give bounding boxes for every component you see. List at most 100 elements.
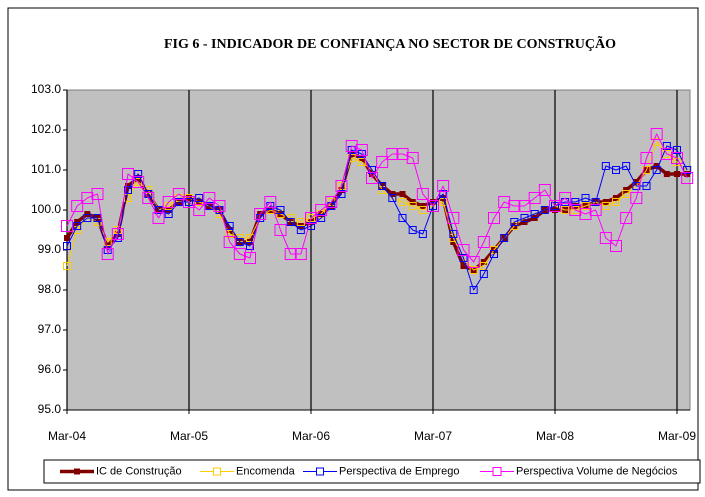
point-marker (111, 228, 124, 240)
point-marker (162, 196, 175, 208)
point-marker (510, 218, 519, 226)
point-marker (398, 198, 407, 206)
point-marker (164, 210, 173, 218)
point-marker (152, 212, 165, 224)
legend-label: Perspectiva Volume de Negócios (516, 465, 678, 477)
point-marker (561, 206, 570, 214)
point-marker (530, 210, 539, 218)
point-marker (134, 178, 143, 186)
point-marker (549, 200, 561, 212)
point-marker (307, 214, 315, 222)
point-marker (396, 148, 409, 160)
point-marker (662, 142, 671, 150)
point-marker (559, 192, 572, 204)
point-marker (601, 202, 610, 210)
point-marker (642, 182, 651, 190)
point-marker (398, 214, 407, 222)
y-tick-label: 95.0 (38, 402, 62, 416)
point-marker (671, 152, 683, 164)
plot-area (66, 89, 691, 411)
point-marker (368, 166, 376, 174)
point-marker (337, 182, 346, 190)
legend-marker (74, 468, 80, 475)
point-marker (142, 192, 155, 204)
point-marker (620, 212, 633, 224)
point-marker (581, 194, 590, 202)
point-marker (663, 171, 670, 177)
point-marker (122, 168, 134, 180)
legend-label: IC de Construção (96, 465, 182, 477)
point-marker (345, 140, 358, 152)
point-marker (73, 222, 82, 230)
point-marker (612, 166, 620, 174)
point-marker (81, 192, 94, 204)
series-line (66, 133, 688, 263)
point-marker (457, 244, 470, 256)
point-marker (203, 192, 216, 204)
point-marker (569, 204, 582, 216)
point-marker (254, 208, 267, 220)
point-marker (103, 238, 112, 246)
point-marker (447, 212, 460, 224)
point-marker (599, 232, 612, 244)
point-marker (674, 171, 680, 177)
point-marker (508, 200, 521, 212)
point-marker (540, 206, 549, 214)
point-marker (673, 146, 681, 154)
point-marker (622, 162, 631, 170)
point-marker (213, 200, 226, 212)
point-marker (101, 248, 114, 260)
legend-label: Perspectiva de Emprego (339, 465, 459, 477)
point-marker (418, 230, 427, 238)
x-tick-label: Mar-07 (414, 429, 452, 443)
point-marker (449, 230, 458, 238)
point-marker (538, 184, 551, 196)
point-marker (294, 248, 307, 260)
point-marker (61, 220, 73, 232)
y-tick-label: 102.0 (31, 122, 61, 136)
point-marker (488, 212, 500, 224)
point-marker (581, 202, 590, 210)
x-tick-label: Mar-08 (536, 429, 574, 443)
point-marker (437, 180, 450, 192)
legend-label: Encomenda (236, 465, 296, 477)
legend-marker (492, 467, 502, 476)
point-marker (315, 204, 328, 216)
point-marker (490, 250, 498, 258)
point-marker (427, 200, 439, 212)
point-marker (408, 202, 417, 210)
point-marker (469, 286, 478, 294)
point-marker (134, 170, 143, 178)
point-marker (233, 248, 246, 260)
point-marker (418, 206, 427, 214)
point-marker (399, 191, 406, 197)
y-tick-label: 101.0 (31, 162, 61, 176)
point-marker (660, 148, 673, 160)
point-marker (335, 180, 348, 192)
point-marker (286, 218, 295, 226)
point-marker (640, 152, 653, 164)
point-marker (366, 172, 378, 184)
point-marker (274, 224, 287, 236)
point-marker (337, 190, 346, 198)
point-marker (479, 262, 488, 270)
y-tick-label: 103.0 (31, 82, 61, 96)
legend-box (43, 459, 701, 484)
point-marker (185, 198, 193, 206)
point-marker (276, 206, 285, 214)
point-marker (154, 206, 163, 214)
point-marker (630, 192, 643, 204)
point-marker (571, 198, 580, 206)
point-marker (225, 230, 234, 238)
point-marker (439, 190, 448, 198)
point-marker (498, 196, 511, 208)
x-tick-label: Mar-04 (48, 429, 86, 443)
point-marker (193, 204, 206, 216)
point-marker (325, 196, 338, 208)
point-marker (479, 270, 488, 278)
point-marker (591, 198, 600, 206)
y-tick-label: 97.0 (38, 322, 62, 336)
point-marker (376, 156, 389, 168)
chart-title: FIG 6 - INDICADOR DE CONFIANÇA NO SECTOR… (164, 34, 616, 52)
point-marker (467, 256, 480, 268)
